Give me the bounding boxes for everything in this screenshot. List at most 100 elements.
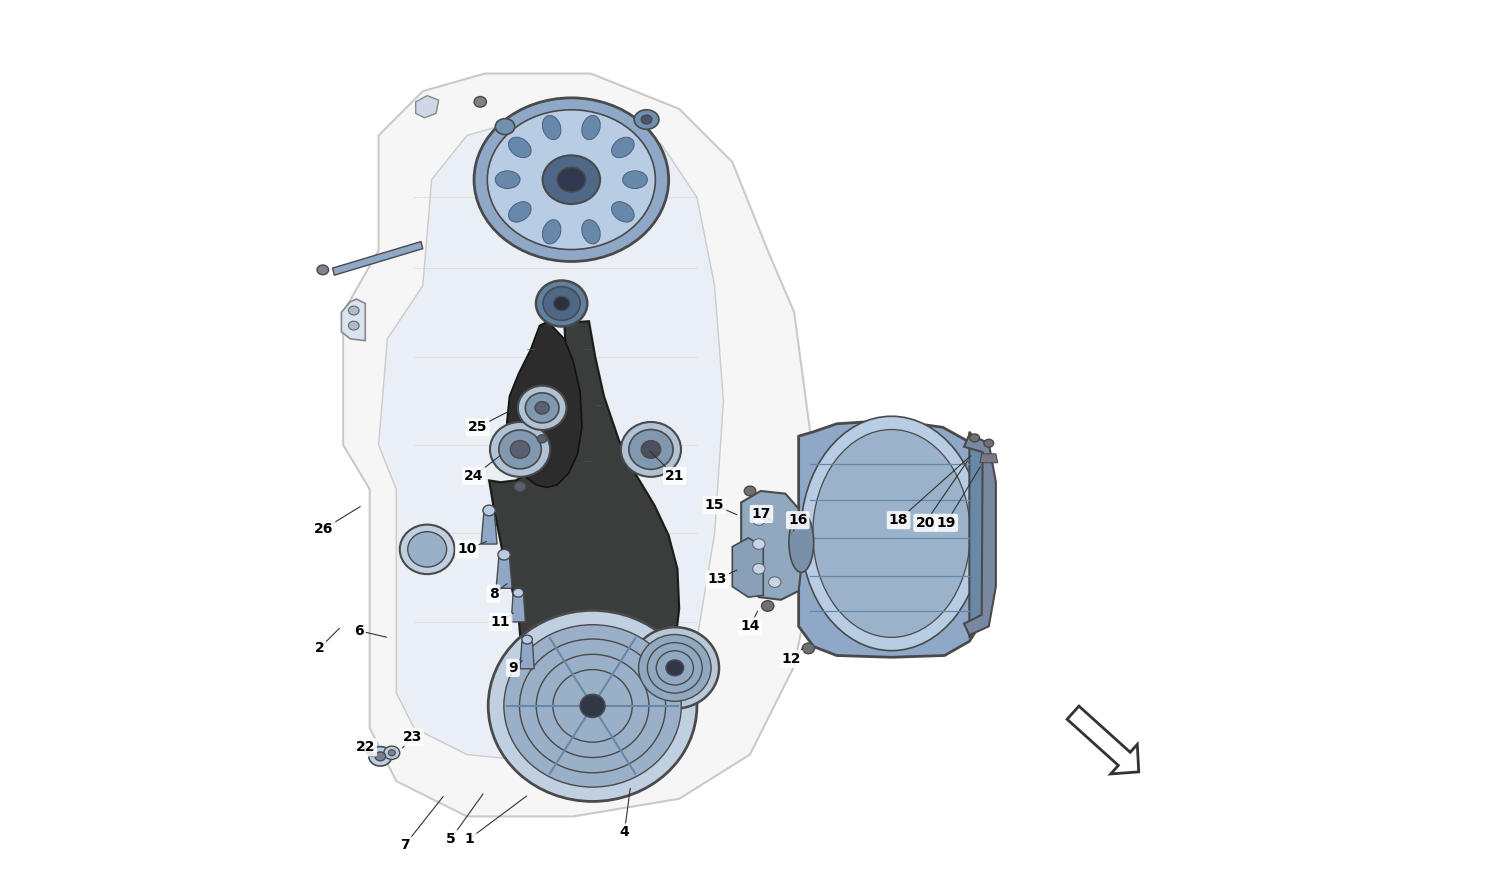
- Ellipse shape: [375, 752, 386, 761]
- Ellipse shape: [639, 635, 711, 701]
- Ellipse shape: [984, 440, 993, 447]
- Text: 4: 4: [620, 825, 630, 839]
- Ellipse shape: [536, 280, 588, 327]
- Text: 19: 19: [936, 516, 956, 530]
- Ellipse shape: [537, 435, 548, 443]
- Text: 10: 10: [458, 542, 477, 556]
- Ellipse shape: [753, 538, 765, 549]
- Ellipse shape: [640, 115, 652, 124]
- Polygon shape: [489, 321, 680, 737]
- Ellipse shape: [580, 694, 604, 717]
- Ellipse shape: [622, 171, 648, 189]
- Polygon shape: [378, 117, 723, 764]
- Ellipse shape: [582, 116, 600, 140]
- Ellipse shape: [536, 401, 549, 414]
- Ellipse shape: [753, 563, 765, 574]
- Ellipse shape: [621, 422, 681, 477]
- Text: 23: 23: [402, 730, 422, 744]
- Text: 2: 2: [315, 642, 324, 655]
- Text: 5: 5: [446, 831, 456, 845]
- Text: 14: 14: [741, 619, 759, 634]
- Ellipse shape: [348, 306, 358, 315]
- Polygon shape: [507, 323, 582, 488]
- Ellipse shape: [348, 321, 358, 330]
- Ellipse shape: [801, 417, 982, 651]
- Text: 7: 7: [400, 837, 410, 852]
- Ellipse shape: [753, 515, 765, 525]
- Ellipse shape: [543, 220, 561, 244]
- Ellipse shape: [802, 643, 814, 654]
- Polygon shape: [1066, 706, 1138, 774]
- Ellipse shape: [554, 669, 632, 742]
- Ellipse shape: [522, 635, 532, 644]
- Polygon shape: [496, 557, 512, 588]
- Ellipse shape: [474, 96, 486, 107]
- Ellipse shape: [509, 137, 531, 158]
- Ellipse shape: [400, 524, 454, 574]
- Ellipse shape: [648, 643, 702, 693]
- Ellipse shape: [640, 441, 660, 458]
- Ellipse shape: [630, 627, 718, 708]
- Ellipse shape: [513, 588, 523, 597]
- Polygon shape: [980, 454, 998, 463]
- Ellipse shape: [543, 116, 561, 140]
- Ellipse shape: [556, 167, 585, 192]
- Ellipse shape: [582, 220, 600, 244]
- Text: 18: 18: [890, 514, 909, 527]
- Ellipse shape: [525, 392, 560, 423]
- Text: 13: 13: [708, 572, 728, 587]
- Polygon shape: [357, 741, 375, 756]
- Polygon shape: [344, 74, 812, 816]
- Ellipse shape: [490, 422, 550, 477]
- Ellipse shape: [762, 601, 774, 611]
- Text: 15: 15: [705, 498, 724, 512]
- Text: 26: 26: [314, 522, 333, 536]
- Ellipse shape: [656, 651, 693, 685]
- Text: 9: 9: [509, 661, 518, 675]
- Ellipse shape: [519, 639, 666, 773]
- Ellipse shape: [483, 506, 495, 516]
- Ellipse shape: [474, 98, 669, 262]
- Ellipse shape: [388, 749, 396, 756]
- Text: 16: 16: [788, 514, 807, 527]
- Ellipse shape: [612, 202, 634, 222]
- Ellipse shape: [504, 625, 681, 787]
- Ellipse shape: [510, 441, 530, 458]
- Ellipse shape: [384, 746, 400, 759]
- Polygon shape: [342, 299, 366, 341]
- Polygon shape: [520, 643, 534, 668]
- Polygon shape: [512, 595, 525, 622]
- Text: 17: 17: [752, 507, 771, 521]
- Ellipse shape: [628, 430, 674, 469]
- Ellipse shape: [498, 549, 510, 560]
- Polygon shape: [482, 514, 496, 544]
- Polygon shape: [798, 420, 984, 658]
- Ellipse shape: [543, 156, 600, 204]
- Ellipse shape: [408, 531, 447, 567]
- Text: 8: 8: [489, 587, 498, 601]
- Polygon shape: [969, 432, 987, 638]
- Ellipse shape: [514, 481, 526, 491]
- Polygon shape: [416, 95, 438, 117]
- Ellipse shape: [316, 265, 328, 275]
- Text: 12: 12: [782, 652, 801, 666]
- Text: 6: 6: [354, 624, 364, 638]
- Ellipse shape: [495, 118, 514, 134]
- Polygon shape: [964, 434, 996, 635]
- Polygon shape: [732, 538, 764, 597]
- Ellipse shape: [666, 659, 684, 676]
- Ellipse shape: [488, 109, 656, 249]
- Polygon shape: [333, 241, 423, 275]
- Ellipse shape: [518, 385, 567, 430]
- Ellipse shape: [543, 287, 580, 320]
- Ellipse shape: [813, 430, 970, 637]
- Polygon shape: [741, 491, 801, 600]
- Ellipse shape: [369, 747, 392, 766]
- Text: 22: 22: [356, 740, 375, 755]
- Ellipse shape: [768, 577, 782, 587]
- Text: 24: 24: [465, 469, 484, 483]
- Ellipse shape: [488, 611, 698, 801]
- Text: 21: 21: [664, 469, 684, 483]
- Text: 20: 20: [915, 516, 934, 530]
- Ellipse shape: [509, 202, 531, 222]
